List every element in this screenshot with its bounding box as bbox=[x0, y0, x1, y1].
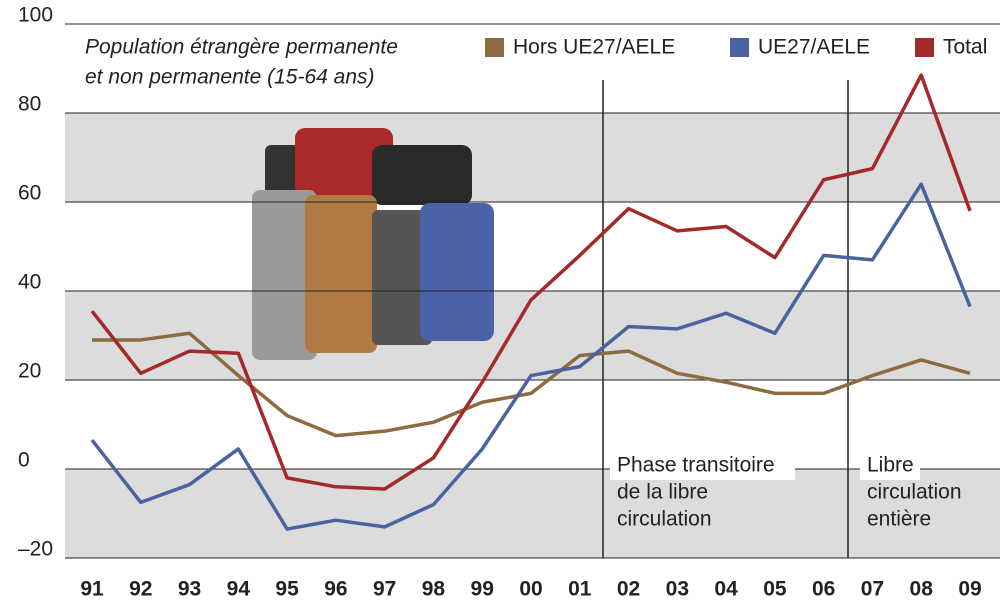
x-tick-label: 01 bbox=[568, 578, 592, 601]
x-tick-label: 02 bbox=[617, 578, 640, 601]
y-tick-label: 40 bbox=[18, 271, 41, 294]
annotation: circulation bbox=[867, 481, 962, 504]
x-tick-label: 95 bbox=[275, 578, 299, 601]
bands bbox=[65, 113, 1000, 558]
x-tick-label: 92 bbox=[129, 578, 152, 601]
x-tick-label: 05 bbox=[763, 578, 787, 601]
x-tick-label: 06 bbox=[812, 578, 835, 601]
y-tick-label: –20 bbox=[18, 538, 53, 561]
annotation: Libre bbox=[867, 454, 914, 477]
band bbox=[65, 291, 1000, 380]
legend-swatch bbox=[915, 38, 934, 57]
y-tick-label: 80 bbox=[18, 93, 41, 116]
band bbox=[65, 469, 1000, 558]
x-tick-label: 07 bbox=[861, 578, 884, 601]
x-tick-label: 94 bbox=[227, 578, 251, 601]
subtitle: et non permanente (15-64 ans) bbox=[85, 66, 375, 89]
y-tick-label: 0 bbox=[18, 449, 30, 472]
legend-swatch bbox=[485, 38, 504, 57]
annotation: entière bbox=[867, 508, 931, 531]
band bbox=[65, 113, 1000, 202]
x-tick-label: 00 bbox=[519, 578, 542, 601]
annotation: circulation bbox=[617, 508, 712, 531]
x-tick-label: 08 bbox=[910, 578, 934, 601]
legend-label: Total bbox=[943, 36, 987, 59]
x-tick-label: 91 bbox=[80, 578, 104, 601]
x-tick-label: 96 bbox=[324, 578, 347, 601]
x-tick-label: 98 bbox=[422, 578, 446, 601]
legend-swatch bbox=[730, 38, 749, 57]
y-tick-label: 60 bbox=[18, 182, 41, 205]
x-tick-label: 99 bbox=[471, 578, 494, 601]
x-tick-label: 97 bbox=[373, 578, 396, 601]
x-tick-label: 03 bbox=[666, 578, 689, 601]
suitcases-illustration bbox=[252, 128, 494, 360]
x-tick-label: 93 bbox=[178, 578, 201, 601]
y-tick-label: 20 bbox=[18, 360, 41, 383]
x-tick-label: 09 bbox=[958, 578, 981, 601]
subtitle: Population étrangère permanente bbox=[85, 36, 398, 59]
x-tick-label: 04 bbox=[714, 578, 738, 601]
legend-label: UE27/AELE bbox=[758, 36, 870, 59]
y-tick-label: 100 bbox=[18, 4, 53, 27]
chart: –20 0 20 40 60 80 100 91 92 93 94 95 96 97 98 99 00 01 02 0… bbox=[0, 0, 1000, 607]
annotation: Phase transitoire bbox=[617, 454, 775, 477]
annotation: de la libre bbox=[617, 481, 708, 504]
legend-label: Hors UE27/AELE bbox=[513, 36, 675, 59]
